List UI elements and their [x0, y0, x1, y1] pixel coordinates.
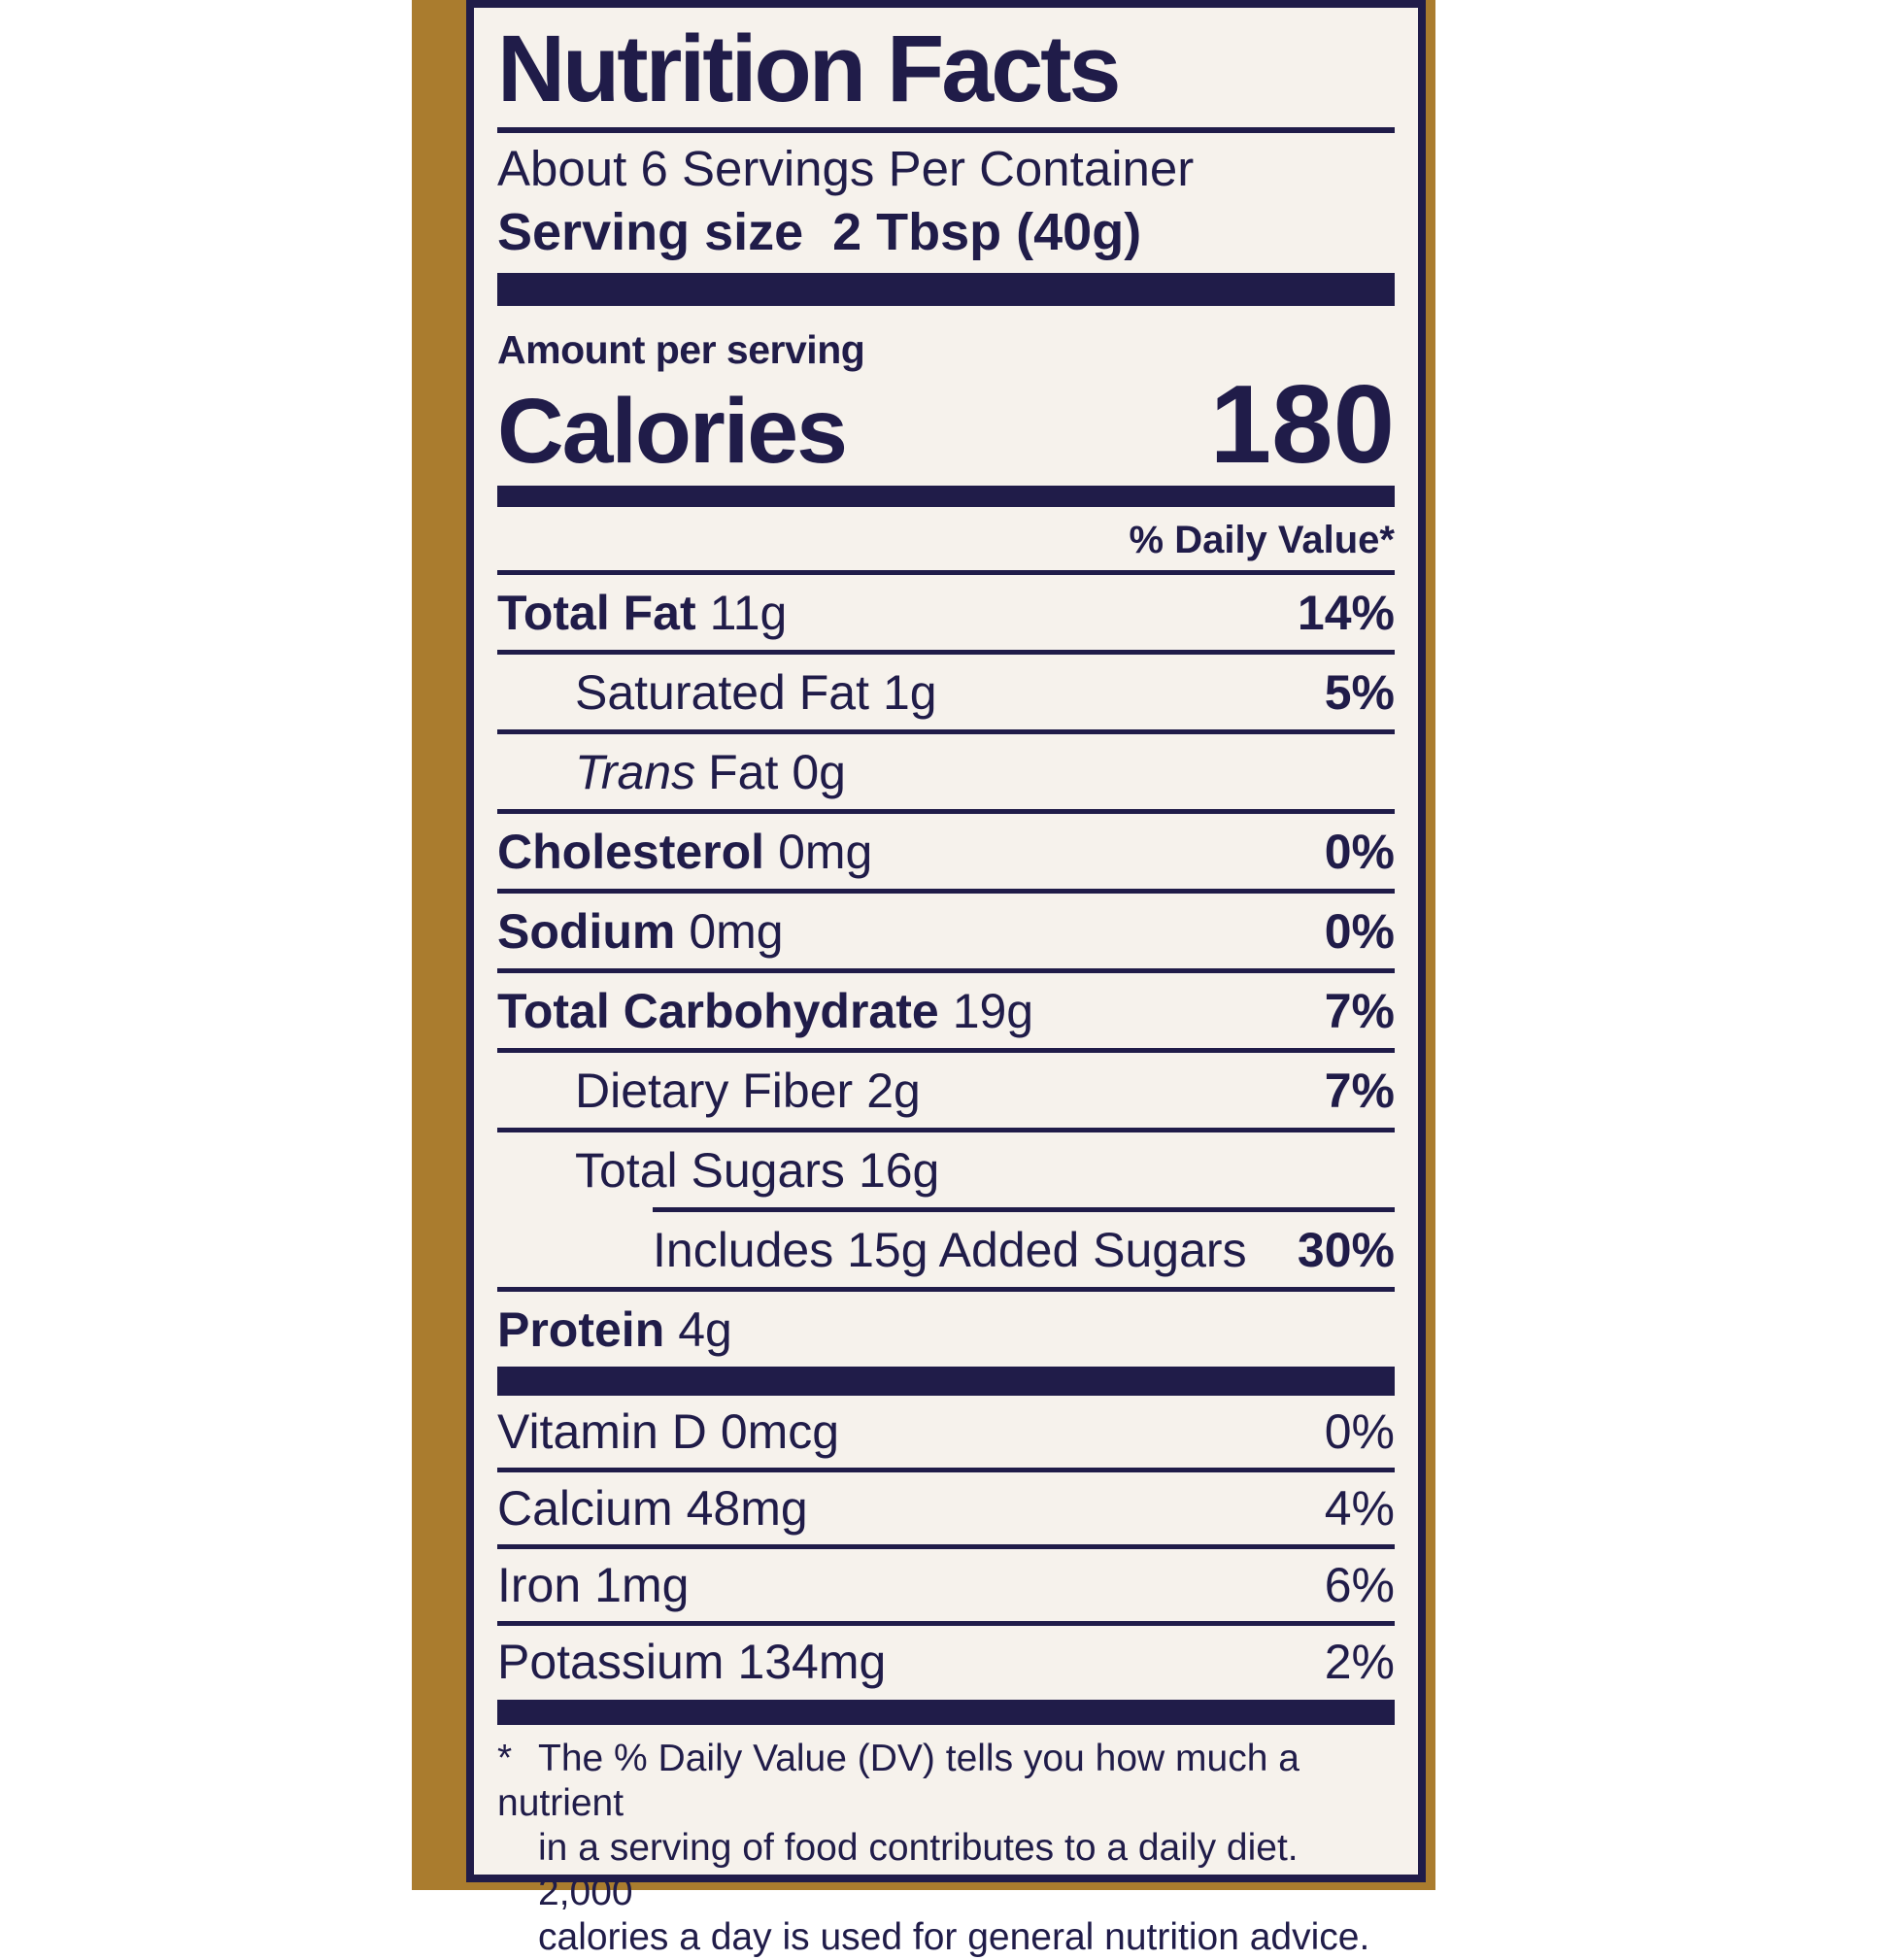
nutrient-row-sodium: Sodium 0mg 0%: [497, 894, 1395, 968]
vitamin-name: Iron 1mg: [497, 1558, 690, 1613]
label-title: Nutrition Facts: [497, 16, 1121, 121]
divider: [497, 1128, 1395, 1133]
nutrient-name: Sodium 0mg: [497, 903, 784, 959]
nutrient-percent: 30%: [1297, 1222, 1395, 1277]
vitamin-row-vitamin-d: Vitamin D 0mcg 0%: [497, 1396, 1395, 1468]
nutrient-row-total-fat: Total Fat 11g 14%: [497, 575, 1395, 650]
vitamin-percent: 6%: [1324, 1558, 1395, 1613]
vitamin-amount: 0mcg: [720, 1404, 840, 1460]
package-background: Nutrition Facts About 6 Servings Per Con…: [412, 0, 1435, 1958]
nutrient-row-total-sugars: Total Sugars 16g: [497, 1132, 1395, 1207]
footnote-asterisk: *: [497, 1738, 513, 1780]
divider: [497, 889, 1395, 895]
nutrition-facts-label: Nutrition Facts About 6 Servings Per Con…: [466, 0, 1426, 1958]
nutrient-name: Saturated Fat 1g: [575, 664, 937, 720]
footnote-line-2: in a serving of food contributes to a da…: [538, 1827, 1299, 1914]
divider: [497, 650, 1395, 656]
nutrient-amount: 0mg: [689, 903, 784, 959]
nutrient-name: Cholesterol 0mg: [497, 824, 873, 879]
nutrient-amount: 19g: [952, 983, 1034, 1038]
amount-per-serving-label: Amount per serving: [497, 327, 865, 373]
nutrient-row-dietary-fiber: Dietary Fiber 2g 7%: [497, 1053, 1395, 1128]
divider: [497, 1468, 1395, 1473]
nutrient-name: Protein 4g: [497, 1301, 732, 1357]
nutrient-name: Total Fat 11g: [497, 585, 788, 640]
servings-per-container: About 6 Servings Per Container: [497, 141, 1195, 196]
vitamin-percent: 2%: [1324, 1635, 1395, 1690]
vitamins-bar: [497, 1367, 1395, 1397]
nutrient-row-trans-fat: Trans Fat 0g: [497, 734, 1395, 809]
vitamin-percent: 4%: [1324, 1481, 1395, 1537]
calories-value: 180: [1209, 362, 1395, 487]
nutrient-name: Includes 15g Added Sugars: [653, 1222, 1247, 1277]
vitamin-row-iron: Iron 1mg 6%: [497, 1549, 1395, 1621]
vitamin-name: Vitamin D 0mcg: [497, 1404, 840, 1460]
nutrient-amount: 11g: [709, 585, 788, 640]
vitamin-amount: 48mg: [686, 1481, 808, 1537]
serving-size-value: 2 Tbsp (40g): [832, 202, 1142, 261]
nutrient-row-added-sugars: Includes 15g Added Sugars 30%: [497, 1212, 1395, 1287]
nutrient-name: Total Sugars 16g: [575, 1142, 940, 1198]
nutrient-amount: 16g: [858, 1142, 940, 1198]
footnote-line-3: calories a day is used for general nutri…: [538, 1916, 1370, 1959]
nutrient-name: Dietary Fiber 2g: [575, 1063, 921, 1118]
nutrient-row-total-carbohydrate: Total Carbohydrate 19g 7%: [497, 973, 1395, 1048]
nutrient-percent: 14%: [1297, 585, 1395, 640]
vitamin-name: Calcium 48mg: [497, 1481, 808, 1537]
divider-indented: [653, 1207, 1395, 1213]
nutrient-amount: 1g: [882, 664, 937, 720]
divider: [497, 968, 1395, 974]
nutrient-percent: 5%: [1324, 664, 1395, 720]
daily-value-header: % Daily Value*: [1129, 519, 1395, 562]
serving-size-label: Serving size: [497, 202, 804, 261]
divider: [497, 809, 1395, 815]
vitamin-percent: 0%: [1324, 1404, 1395, 1460]
nutrient-amount: 2g: [866, 1063, 921, 1118]
thick-bar-top: [497, 273, 1395, 307]
nutrient-amount: 0g: [792, 744, 846, 799]
nutrient-percent: 0%: [1324, 903, 1395, 959]
nutrient-amount: 0mg: [778, 824, 873, 879]
vitamin-amount: 1mg: [594, 1558, 690, 1613]
divider: [497, 1048, 1395, 1054]
title-rule: [497, 127, 1395, 133]
serving-size-row: Serving size 2 Tbsp (40g): [497, 202, 1395, 261]
footnote-line-1: * The % Daily Value (DV) tells you how mu…: [497, 1738, 1299, 1825]
nutrient-amount: 4g: [678, 1301, 732, 1357]
nutrient-row-protein: Protein 4g: [497, 1292, 1395, 1367]
calories-label: Calories: [497, 380, 848, 484]
vitamin-amount: 134mg: [737, 1635, 887, 1690]
divider: [497, 1621, 1395, 1627]
calories-row: Calories 180: [497, 362, 1395, 487]
vitamin-row-calcium: Calcium 48mg 4%: [497, 1472, 1395, 1544]
vitamin-name: Potassium 134mg: [497, 1635, 887, 1690]
vitamin-row-potassium: Potassium 134mg 2%: [497, 1626, 1395, 1698]
divider: [497, 1544, 1395, 1550]
divider: [497, 570, 1395, 576]
footnote-bar: [497, 1700, 1395, 1726]
footnote: * The % Daily Value (DV) tells you how mu…: [497, 1737, 1395, 1960]
calories-bar: [497, 486, 1395, 508]
nutrient-percent: 7%: [1324, 983, 1395, 1038]
nutrient-row-saturated-fat: Saturated Fat 1g 5%: [497, 655, 1395, 729]
nutrient-percent: 7%: [1324, 1063, 1395, 1118]
nutrient-name: Total Carbohydrate 19g: [497, 983, 1034, 1038]
divider: [497, 729, 1395, 735]
nutrient-name: Trans Fat 0g: [575, 744, 846, 799]
nutrient-row-cholesterol: Cholesterol 0mg 0%: [497, 814, 1395, 889]
divider: [497, 1287, 1395, 1293]
nutrient-percent: 0%: [1324, 824, 1395, 879]
